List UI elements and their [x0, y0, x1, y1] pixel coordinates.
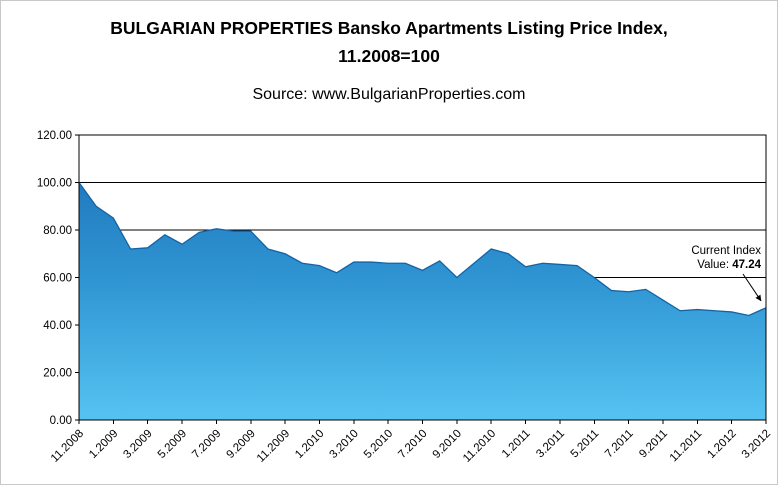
chart-source: Source: www.BulgarianProperties.com: [252, 86, 526, 103]
x-axis-tick-label: 1.2010: [293, 428, 326, 461]
chart-title-line1: BULGARIAN PROPERTIES Bansko Apartments L…: [110, 18, 668, 38]
x-axis-tick-label: 9.2009: [225, 428, 258, 461]
x-axis-tick-label: 3.2011: [534, 428, 567, 461]
index-area-series: [79, 182, 766, 420]
x-axis-tick-label: 3.2012: [740, 428, 773, 461]
y-axis-tick-label: 0.00: [50, 415, 72, 427]
y-axis-tick-label: 20.00: [43, 368, 72, 380]
annotation-text-line2: Value: 47.24: [697, 259, 761, 271]
y-axis-tick-label: 80.00: [43, 225, 72, 237]
x-axis-tick-label: 11.2010: [461, 428, 498, 465]
chart-title-line2: 11.2008=100: [338, 46, 440, 66]
x-axis-tick-label: 3.2009: [121, 428, 154, 461]
price-index-area-chart: 0.00 20.00 40.00 60.00 80.00 100.00 120.00 11.2…: [37, 130, 773, 465]
x-axis-tick-label: 7.2011: [603, 428, 636, 461]
x-axis-tick-label: 3.2010: [328, 428, 361, 461]
y-axis-tick-label: 120.00: [37, 130, 72, 142]
x-axis-tick-label: 7.2010: [396, 428, 429, 461]
x-axis-tick-label: 9.2010: [431, 428, 464, 461]
annotation-text-line1: Current Index: [691, 245, 761, 257]
annotation-arrow: [742, 273, 762, 302]
x-axis-tick-label: 11.2009: [255, 428, 292, 465]
x-axis-tick-label: 1.2012: [705, 428, 738, 461]
x-axis-tick-label: 1.2011: [500, 428, 533, 461]
y-axis-tick-label: 100.00: [37, 178, 72, 190]
index-line-series: [78, 182, 767, 317]
x-axis-tick-label: 1.2009: [87, 428, 120, 461]
x-axis-tick-label: 5.2011: [569, 428, 602, 461]
y-axis-tick-label: 40.00: [43, 320, 72, 332]
x-axis-tick-label: 9.2011: [637, 428, 670, 461]
chart-title: BULGARIAN PROPERTIES Bansko Apartments L…: [1, 1, 777, 70]
x-axis-tick-label: 5.2010: [362, 428, 395, 461]
y-axis-tick-label: 60.00: [43, 273, 72, 285]
x-axis-tick-label: 7.2009: [190, 428, 223, 461]
x-axis-tick-label: 11.2008: [49, 428, 86, 465]
x-axis-tick-label: 11.2011: [668, 428, 705, 465]
x-axis-tick-label: 5.2009: [156, 428, 189, 461]
